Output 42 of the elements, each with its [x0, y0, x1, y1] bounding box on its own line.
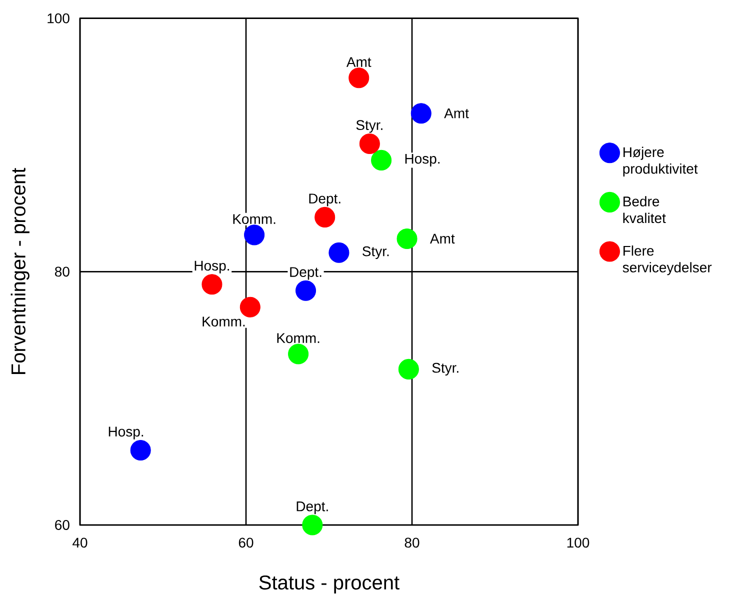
point	[359, 133, 380, 154]
point	[202, 274, 222, 295]
point	[371, 150, 392, 170]
x-tick-label: 80	[404, 538, 420, 548]
x-tick-label: 40	[72, 538, 88, 548]
y-tick-label: 60	[55, 520, 70, 530]
annotation: Hosp.	[405, 154, 440, 166]
point	[302, 514, 323, 536]
y-axis-title: Forventninger - procent	[10, 168, 30, 374]
annotation: Komm.	[202, 316, 245, 327]
annotation: Dept.	[290, 267, 322, 280]
point	[240, 296, 260, 318]
annotation: Komm.	[277, 333, 320, 344]
annotation: Styr.	[356, 120, 382, 133]
point	[295, 280, 316, 301]
annotation: Styr.	[432, 362, 458, 376]
point	[288, 344, 309, 364]
point	[348, 68, 370, 88]
annotation: Hosp.	[108, 426, 144, 440]
point	[396, 228, 418, 250]
annotation: Amt	[444, 108, 469, 118]
x-tick-label: 60	[238, 538, 254, 548]
point	[130, 440, 151, 461]
y-tick-label: 80	[54, 266, 70, 277]
annotation: Komm.	[233, 214, 276, 224]
y-tick-label: 100	[48, 13, 70, 24]
annotation: Hosp.	[194, 260, 229, 274]
annotation: Styr.	[362, 246, 389, 260]
x-tick-label: 100	[567, 538, 590, 548]
x-axis-title: Status - procent	[259, 575, 400, 594]
legend-label: Bedre kvalitet	[623, 196, 666, 224]
point	[398, 358, 419, 380]
point	[244, 224, 265, 246]
point	[314, 206, 336, 228]
legend-label: Højere produktivitet	[623, 146, 698, 177]
point	[410, 103, 432, 124]
annotation: Amt	[346, 57, 372, 67]
point	[328, 242, 350, 263]
annotation: Amt	[430, 234, 455, 244]
annotation: Dept.	[309, 194, 340, 206]
annotation: Dept.	[296, 502, 328, 514]
legend-label: Flere serviceydelser	[622, 245, 712, 276]
